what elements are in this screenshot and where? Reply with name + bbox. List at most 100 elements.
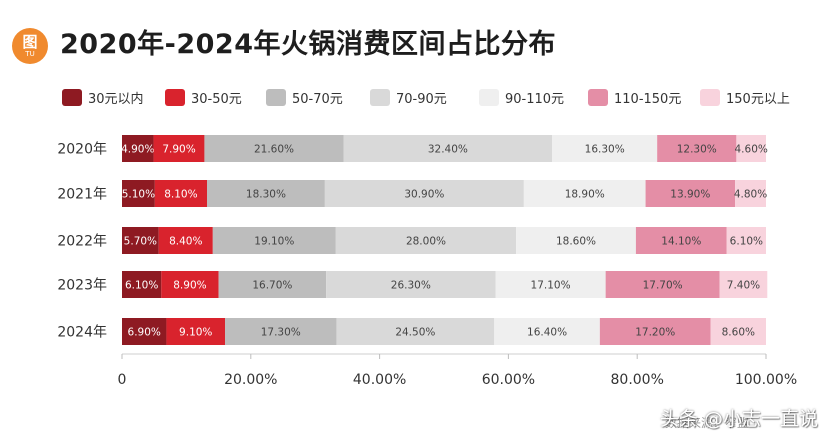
legend-label-2: 50-70元: [292, 92, 343, 107]
x-tick-label-0: 0: [118, 372, 127, 388]
data-label-1-0: 5.10%: [122, 189, 155, 201]
data-label-3-1: 8.90%: [173, 280, 206, 292]
legend-label-4: 90-110元: [505, 92, 564, 107]
x-tick-label-1: 20.00%: [224, 372, 277, 388]
data-label-4-1: 9.10%: [179, 327, 212, 339]
x-tick-label-5: 100.00%: [735, 372, 797, 388]
data-label-2-1: 8.40%: [169, 236, 202, 248]
bar-segment-2-0: [122, 227, 159, 254]
data-label-3-2: 16.70%: [252, 280, 292, 292]
data-label-3-3: 26.30%: [391, 280, 431, 292]
bar-segment-1-6: [735, 180, 766, 207]
data-label-4-2: 17.30%: [261, 327, 301, 339]
legend-swatch-1: [165, 89, 185, 106]
source-note: 数据来源：窄盟: [665, 416, 750, 430]
chart-title: 2020年-2024年火锅消费区间占比分布: [60, 29, 556, 60]
data-label-0-2: 21.60%: [254, 144, 294, 156]
bar-segment-4-3: [336, 318, 495, 345]
data-label-1-2: 18.30%: [246, 189, 286, 201]
bar-segment-3-1: [161, 271, 219, 298]
data-label-1-4: 18.90%: [565, 189, 605, 201]
bar-segment-4-2: [225, 318, 337, 345]
bar-segment-1-1: [154, 180, 208, 207]
legend-swatch-0: [62, 89, 82, 106]
logo-sub: TU: [25, 49, 35, 58]
legend-label-3: 70-90元: [396, 92, 447, 107]
data-label-4-0: 6.90%: [128, 327, 161, 339]
legend-swatch-6: [700, 89, 720, 106]
data-label-3-6: 7.40%: [727, 280, 760, 292]
data-label-0-1: 7.90%: [162, 144, 195, 156]
data-label-0-0: 4.90%: [121, 144, 154, 156]
legend-swatch-5: [588, 89, 608, 106]
category-label-2: 2022年: [57, 234, 107, 250]
data-label-2-6: 6.10%: [730, 236, 763, 248]
data-label-4-6: 8.60%: [722, 327, 755, 339]
data-label-3-0: 6.10%: [125, 280, 158, 292]
bar-segment-0-5: [657, 135, 737, 162]
legend-swatch-3: [370, 89, 390, 106]
data-label-2-3: 28.00%: [406, 236, 446, 248]
bar-segment-0-4: [552, 135, 658, 162]
data-label-3-5: 17.70%: [643, 280, 683, 292]
bar-segment-3-6: [719, 271, 768, 298]
data-label-0-4: 16.30%: [585, 144, 625, 156]
bar-segment-3-2: [218, 271, 327, 298]
bar-segment-4-0: [122, 318, 167, 345]
bar-segment-1-3: [324, 180, 524, 207]
bar-segment-3-4: [495, 271, 606, 298]
bar-segment-1-0: [122, 180, 155, 207]
data-label-3-4: 17.10%: [531, 280, 571, 292]
bar-segment-4-6: [710, 318, 766, 345]
data-label-2-4: 18.60%: [556, 236, 596, 248]
bar-segment-2-2: [212, 227, 336, 254]
bar-segment-2-5: [635, 227, 727, 254]
bar-segment-2-4: [516, 227, 636, 254]
data-label-4-3: 24.50%: [395, 327, 435, 339]
data-label-2-2: 19.10%: [254, 236, 294, 248]
legend-swatch-2: [266, 89, 286, 106]
bar-segment-2-1: [158, 227, 213, 254]
bar-segment-4-4: [494, 318, 600, 345]
category-label-1: 2021年: [57, 187, 107, 203]
data-label-0-5: 12.30%: [677, 144, 717, 156]
data-label-2-0: 5.70%: [124, 236, 157, 248]
bar-segment-4-5: [599, 318, 711, 345]
watermark: 头条 @小志一直说: [659, 408, 818, 430]
data-label-0-6: 4.60%: [735, 144, 768, 156]
data-label-2-5: 14.10%: [661, 236, 701, 248]
logo-glyph: 图: [22, 32, 38, 51]
brand-logo: 图 TU: [12, 28, 48, 64]
legend-label-5: 110-150元: [614, 92, 681, 107]
bar-segment-0-6: [736, 135, 766, 162]
bar-segment-0-2: [204, 135, 344, 162]
category-label-0: 2020年: [57, 142, 107, 158]
bar-segment-0-1: [153, 135, 205, 162]
legend-label-0: 30元以内: [88, 91, 144, 107]
bar-segment-3-3: [326, 271, 496, 298]
bar-segment-0-3: [343, 135, 553, 162]
x-tick-label-4: 80.00%: [611, 372, 664, 388]
bar-segment-2-3: [335, 227, 517, 254]
legend-label-1: 30-50元: [191, 92, 242, 107]
legend-label-6: 150元以上: [726, 92, 790, 107]
bar-segment-3-5: [605, 271, 720, 298]
data-label-0-3: 32.40%: [428, 144, 468, 156]
x-tick-label-3: 60.00%: [482, 372, 535, 388]
bar-segment-1-2: [207, 180, 325, 207]
data-label-1-1: 8.10%: [164, 189, 197, 201]
data-label-1-6: 4.80%: [734, 189, 767, 201]
legend-swatch-4: [479, 89, 499, 106]
bar-segment-3-0: [122, 271, 162, 298]
bar-segment-1-4: [523, 180, 646, 207]
bar-segment-0-0: [122, 135, 154, 162]
data-label-4-5: 17.20%: [635, 327, 675, 339]
data-label-4-4: 16.40%: [527, 327, 567, 339]
bar-segment-4-1: [166, 318, 226, 345]
category-label-4: 2024年: [57, 325, 107, 341]
bar-segment-2-6: [726, 227, 766, 254]
bar-segment-1-5: [645, 180, 736, 207]
x-tick-label-2: 40.00%: [353, 372, 406, 388]
data-label-1-5: 13.90%: [670, 189, 710, 201]
